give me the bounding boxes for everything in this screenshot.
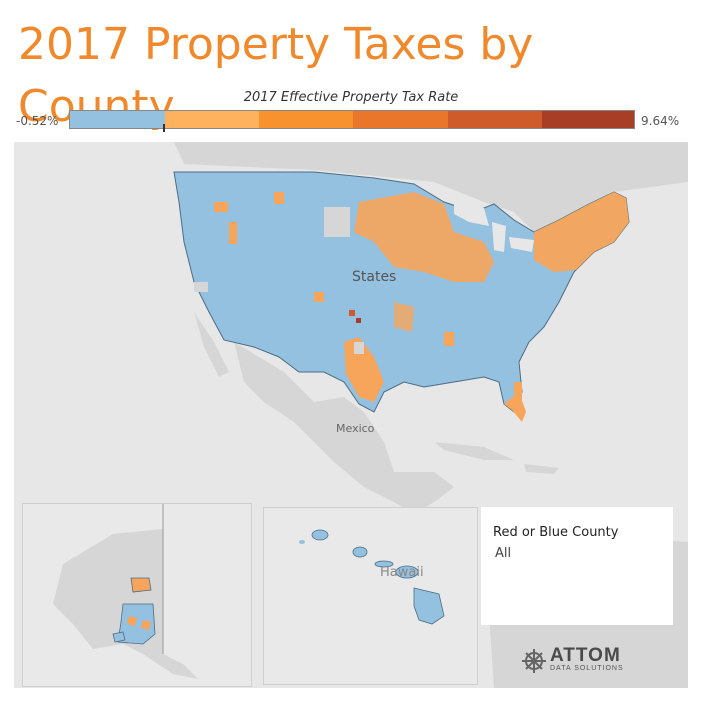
legend-segment-5 [448, 111, 542, 128]
legend-segment-1 [70, 111, 165, 128]
alaska-map-svg [53, 504, 198, 679]
map-label-states: States [352, 269, 397, 285]
legend-max-label: 9.64% [641, 114, 680, 128]
alaska-inset[interactable] [22, 503, 252, 687]
legend-segment-6 [542, 111, 634, 128]
filter-panel[interactable]: Red or Blue County All [481, 507, 673, 625]
map-label-hawaii: Hawaii [380, 565, 424, 580]
filter-label: Red or Blue County [493, 525, 619, 540]
hawaii-map-svg [299, 529, 445, 625]
legend-segment-3 [259, 111, 353, 128]
map-label-mexico: Mexico [336, 422, 375, 435]
legend-segment-2 [165, 111, 259, 128]
legend-min-label: -0.52% [16, 114, 59, 128]
hawaii-inset[interactable]: Hawaii [263, 507, 478, 685]
attom-logo-icon [522, 649, 546, 673]
color-legend-bar[interactable] [69, 110, 635, 129]
legend-title: 2017 Effective Property Tax Rate [243, 90, 459, 105]
page-title: 2017 Property Taxes by County [18, 19, 534, 132]
filter-value-dropdown[interactable]: All [495, 546, 512, 561]
legend-marker [163, 124, 165, 132]
attom-logo: ATTOM DATA SOLUTIONS [520, 645, 630, 681]
legend-segment-4 [353, 111, 448, 128]
attom-logo-tagline: DATA SOLUTIONS [550, 665, 624, 672]
attom-logo-text: ATTOM [550, 645, 621, 666]
